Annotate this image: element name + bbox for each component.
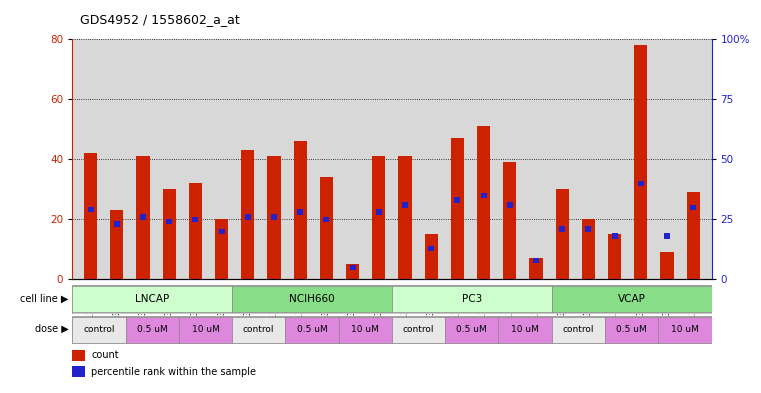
- Text: 10 uM: 10 uM: [192, 325, 219, 334]
- Text: 0.5 uM: 0.5 uM: [137, 325, 167, 334]
- Bar: [661, 252, 673, 279]
- Text: GDS4952 / 1558602_a_at: GDS4952 / 1558602_a_at: [80, 13, 240, 26]
- Bar: [686, 193, 700, 279]
- Bar: [454, 197, 460, 203]
- Bar: [585, 226, 591, 232]
- Bar: [285, 317, 339, 343]
- Bar: [477, 126, 490, 279]
- Text: dose ▶: dose ▶: [35, 324, 68, 334]
- Bar: [72, 317, 126, 343]
- Text: PC3: PC3: [462, 294, 482, 304]
- Bar: [425, 234, 438, 279]
- Bar: [110, 210, 123, 279]
- Bar: [241, 151, 254, 279]
- Bar: [372, 156, 385, 279]
- Text: 0.5 uM: 0.5 uM: [457, 325, 487, 334]
- Text: LNCAP: LNCAP: [135, 294, 170, 304]
- Text: NCIH660: NCIH660: [289, 294, 335, 304]
- Bar: [582, 219, 595, 279]
- Bar: [72, 366, 85, 377]
- Text: 0.5 uM: 0.5 uM: [616, 325, 647, 334]
- Bar: [339, 317, 392, 343]
- Bar: [402, 202, 408, 208]
- Bar: [638, 181, 644, 186]
- Bar: [608, 234, 621, 279]
- Bar: [189, 184, 202, 279]
- Bar: [498, 317, 552, 343]
- Text: 10 uM: 10 uM: [352, 325, 379, 334]
- Bar: [114, 222, 119, 227]
- Bar: [612, 233, 617, 239]
- Bar: [346, 264, 359, 279]
- Bar: [559, 226, 565, 232]
- Text: cell line ▶: cell line ▶: [20, 294, 68, 304]
- Bar: [530, 259, 543, 279]
- Bar: [376, 209, 382, 215]
- Bar: [245, 214, 251, 220]
- Bar: [451, 138, 464, 279]
- Bar: [634, 45, 648, 279]
- Text: control: control: [403, 325, 435, 334]
- Bar: [349, 265, 355, 270]
- Bar: [428, 246, 435, 251]
- Bar: [690, 205, 696, 210]
- Bar: [271, 214, 277, 220]
- Bar: [193, 217, 199, 222]
- Bar: [392, 317, 445, 343]
- Bar: [507, 202, 513, 208]
- Bar: [503, 162, 517, 279]
- Bar: [88, 207, 94, 213]
- Bar: [658, 317, 712, 343]
- Bar: [215, 219, 228, 279]
- Bar: [167, 219, 172, 224]
- Bar: [218, 229, 224, 234]
- Bar: [481, 193, 486, 198]
- Bar: [445, 317, 498, 343]
- Text: 10 uM: 10 uM: [671, 325, 699, 334]
- Text: 0.5 uM: 0.5 uM: [297, 325, 327, 334]
- Text: count: count: [91, 351, 119, 360]
- Bar: [392, 286, 552, 312]
- Bar: [556, 189, 568, 279]
- Bar: [399, 156, 412, 279]
- Bar: [552, 286, 712, 312]
- Bar: [298, 209, 303, 215]
- Bar: [126, 317, 179, 343]
- Bar: [267, 156, 281, 279]
- Text: 10 uM: 10 uM: [511, 325, 539, 334]
- Text: VCAP: VCAP: [618, 294, 645, 304]
- Text: control: control: [243, 325, 275, 334]
- Bar: [72, 350, 85, 361]
- Bar: [323, 217, 330, 222]
- Text: control: control: [83, 325, 115, 334]
- Bar: [163, 189, 176, 279]
- Bar: [552, 317, 605, 343]
- Text: percentile rank within the sample: percentile rank within the sample: [91, 367, 256, 376]
- Bar: [320, 177, 333, 279]
- Bar: [72, 286, 232, 312]
- Bar: [136, 156, 150, 279]
- Bar: [140, 214, 146, 220]
- Bar: [294, 141, 307, 279]
- Bar: [533, 257, 539, 263]
- Bar: [179, 317, 232, 343]
- Bar: [232, 317, 285, 343]
- Bar: [664, 233, 670, 239]
- Text: control: control: [562, 325, 594, 334]
- Bar: [605, 317, 658, 343]
- Bar: [84, 153, 97, 279]
- Bar: [232, 286, 392, 312]
